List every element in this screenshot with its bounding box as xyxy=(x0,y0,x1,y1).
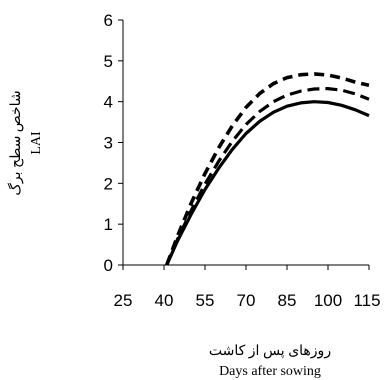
series-line-short-dash xyxy=(165,72,370,266)
x-tick-label: 100 xyxy=(314,291,342,310)
series-line-long-dash xyxy=(165,87,370,266)
y-tick-label: 1 xyxy=(104,215,113,234)
x-tick-label: 115 xyxy=(353,291,380,310)
x-tick-label: 85 xyxy=(278,291,297,310)
x-ticks: 25 40 55 70 85 100 115 xyxy=(114,265,381,310)
series-lines xyxy=(165,72,370,266)
y-ticks: 0 1 2 3 4 5 6 xyxy=(104,11,123,275)
series-line-solid xyxy=(165,100,370,266)
y-axis-title-fa: شاخص سطح برگ xyxy=(7,90,24,195)
x-axis-title-en: Days after sowing xyxy=(219,364,321,379)
y-tick-label: 5 xyxy=(104,52,113,71)
x-tick-label: 25 xyxy=(114,291,133,310)
y-tick-label: 6 xyxy=(104,11,113,30)
y-axis-title-en: LAI xyxy=(29,131,44,155)
x-tick-label: 70 xyxy=(237,291,256,310)
y-tick-label: 3 xyxy=(104,134,113,153)
y-tick-label: 2 xyxy=(104,174,113,193)
x-axis-title-fa: روزهای پس از کاشت xyxy=(209,344,331,359)
y-tick-label: 0 xyxy=(104,256,113,275)
x-tick-label: 40 xyxy=(155,291,174,310)
y-tick-label: 4 xyxy=(104,93,113,112)
x-tick-label: 55 xyxy=(196,291,215,310)
